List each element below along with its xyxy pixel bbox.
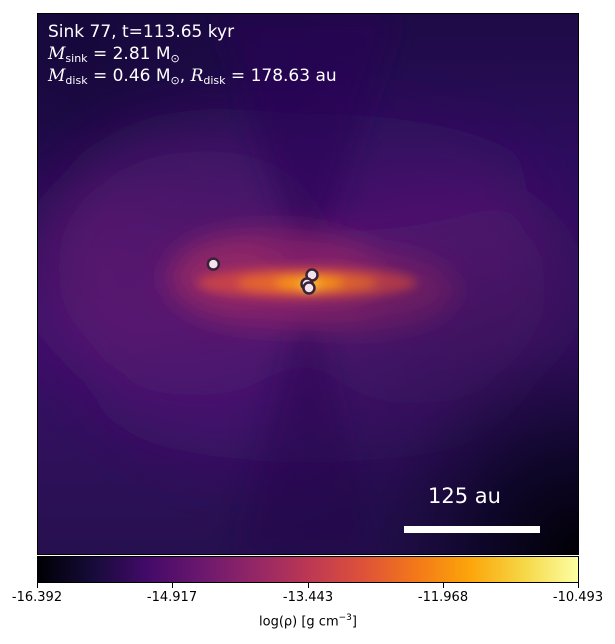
colorbar-tick-label-4: -10.493 [552, 590, 604, 605]
density-map-panel: Sink 77, t=113.65 kyr Msink = 2.81 M⊙ Md… [37, 13, 579, 555]
annotation-sink-mass: Msink = 2.81 M⊙ [48, 44, 180, 65]
sink-d-marker [302, 281, 316, 295]
colorbar-tick-4 [578, 583, 579, 588]
colorbar [37, 556, 579, 583]
colorbar-tick-1 [172, 583, 173, 588]
scale-bar-label: 125 au [428, 484, 501, 508]
density-map-image [38, 14, 578, 554]
annotation-title: Sink 77, t=113.65 kyr [48, 22, 235, 42]
annotation-disk-properties: Mdisk = 0.46 M⊙, Rdisk = 178.63 au [48, 66, 337, 87]
colorbar-tick-label-1: -14.917 [146, 590, 198, 605]
colorbar-tick-2 [308, 583, 309, 588]
sink-a-marker [206, 257, 221, 271]
colorbar-tick-3 [443, 583, 444, 588]
colorbar-tick-label-0: -16.392 [11, 590, 63, 605]
scale-bar [404, 526, 540, 533]
colorbar-tick-0 [37, 583, 38, 588]
sink-markers [206, 257, 319, 295]
colorbar-label: log(ρ) [g cm−3] [259, 613, 357, 630]
colorbar-tick-label-3: -11.968 [417, 590, 469, 605]
colorbar-tick-label-2: -13.443 [282, 590, 334, 605]
